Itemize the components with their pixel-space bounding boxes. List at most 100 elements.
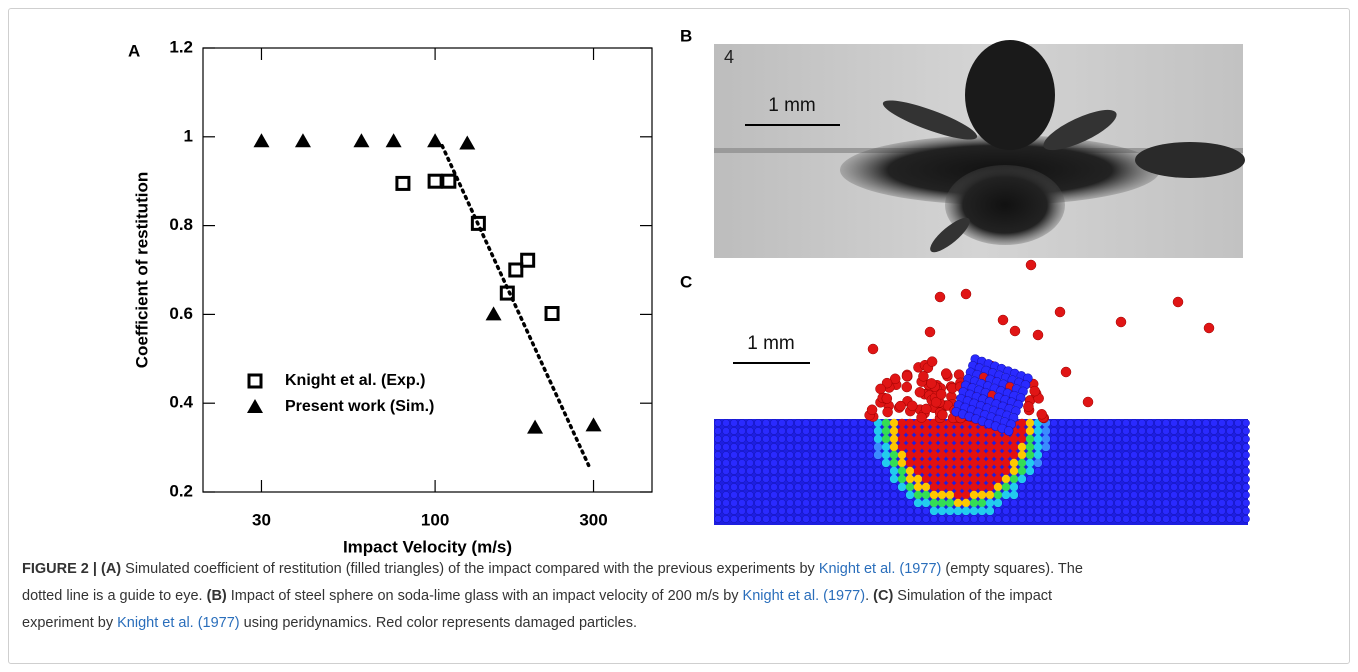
particle bbox=[1218, 435, 1226, 443]
particle bbox=[901, 381, 913, 393]
caption-text: Simulation of the impact bbox=[893, 588, 1053, 604]
particle bbox=[722, 427, 730, 435]
particle bbox=[1146, 515, 1154, 523]
particle bbox=[935, 389, 947, 400]
particle bbox=[969, 482, 979, 492]
particle bbox=[754, 515, 762, 523]
particle bbox=[940, 368, 952, 379]
legend-label: Knight et al. (Exp.) bbox=[285, 372, 425, 389]
particle bbox=[1194, 467, 1202, 475]
particle bbox=[924, 326, 936, 338]
particle bbox=[1082, 435, 1090, 443]
particle bbox=[722, 507, 730, 515]
particle bbox=[1242, 499, 1250, 507]
particle bbox=[810, 483, 818, 491]
particle bbox=[874, 467, 882, 475]
particle bbox=[1218, 427, 1226, 435]
particle bbox=[895, 400, 906, 412]
particle bbox=[826, 507, 834, 515]
particle bbox=[897, 458, 907, 468]
particle bbox=[937, 426, 947, 436]
caption-text: experiment by bbox=[22, 615, 118, 631]
reference-link[interactable]: Knight et al. (1977) bbox=[818, 561, 942, 577]
particle bbox=[929, 490, 939, 500]
particle bbox=[1042, 451, 1050, 459]
particle bbox=[875, 383, 886, 395]
reference-link[interactable]: Knight et al. (1977) bbox=[117, 615, 240, 631]
particle bbox=[810, 507, 818, 515]
particle bbox=[1106, 507, 1114, 515]
particle bbox=[993, 498, 1003, 508]
particle bbox=[1178, 451, 1186, 459]
particle bbox=[866, 467, 874, 475]
particle bbox=[889, 450, 899, 460]
particle bbox=[1170, 507, 1178, 515]
particle bbox=[921, 466, 931, 476]
particle bbox=[1050, 443, 1058, 451]
particle bbox=[1023, 401, 1034, 412]
particle bbox=[1074, 459, 1082, 467]
particle bbox=[770, 467, 778, 475]
particle bbox=[897, 474, 907, 484]
particle bbox=[1162, 427, 1170, 435]
particle bbox=[1194, 451, 1202, 459]
particle bbox=[1210, 499, 1218, 507]
particle bbox=[953, 466, 963, 476]
particle bbox=[1178, 435, 1186, 443]
particle bbox=[937, 474, 947, 484]
particle bbox=[907, 400, 918, 412]
particle bbox=[945, 490, 955, 500]
legend-marker bbox=[247, 399, 263, 413]
particle bbox=[1146, 507, 1154, 515]
particle bbox=[738, 515, 746, 523]
particle bbox=[873, 442, 883, 452]
particle bbox=[929, 426, 939, 436]
particle bbox=[1242, 491, 1250, 499]
particle bbox=[1202, 451, 1210, 459]
particle bbox=[938, 515, 946, 523]
particle bbox=[1098, 419, 1106, 427]
particle bbox=[913, 458, 923, 468]
particle bbox=[960, 288, 972, 300]
reference-link[interactable]: Knight et al. (1977) bbox=[742, 588, 866, 604]
particle bbox=[1194, 499, 1202, 507]
particle bbox=[1210, 491, 1218, 499]
particle bbox=[882, 406, 893, 418]
particle bbox=[722, 467, 730, 475]
particle bbox=[802, 491, 810, 499]
particle bbox=[1074, 435, 1082, 443]
particle bbox=[1009, 474, 1019, 484]
particle bbox=[1041, 434, 1051, 444]
particle bbox=[722, 475, 730, 483]
particle bbox=[834, 491, 842, 499]
particle bbox=[945, 434, 955, 444]
particle bbox=[1058, 435, 1066, 443]
particle bbox=[1186, 475, 1194, 483]
triangle-marker bbox=[385, 133, 402, 148]
particle bbox=[1106, 475, 1114, 483]
particle bbox=[993, 482, 1003, 492]
particle bbox=[905, 434, 915, 444]
particle bbox=[714, 483, 722, 491]
particle bbox=[1170, 515, 1178, 523]
particle bbox=[1114, 443, 1122, 451]
particle bbox=[1138, 443, 1146, 451]
particle bbox=[834, 475, 842, 483]
particle bbox=[1017, 426, 1027, 436]
particle bbox=[961, 426, 971, 436]
particle bbox=[1234, 427, 1242, 435]
particle bbox=[1170, 427, 1178, 435]
particle bbox=[1034, 483, 1042, 491]
particle bbox=[1009, 442, 1019, 452]
particle bbox=[1009, 458, 1019, 468]
particle bbox=[810, 443, 818, 451]
particle bbox=[1042, 499, 1050, 507]
particle bbox=[961, 458, 971, 468]
particle bbox=[1154, 515, 1162, 523]
particle bbox=[1010, 507, 1018, 515]
particle bbox=[1130, 483, 1138, 491]
particle bbox=[714, 475, 722, 483]
particle bbox=[1194, 491, 1202, 499]
figure: A B C 0.2 0.4 0.6 0.8 1 1.2 30 100 300 Coefficien… bbox=[128, 26, 1250, 556]
particle bbox=[818, 427, 826, 435]
